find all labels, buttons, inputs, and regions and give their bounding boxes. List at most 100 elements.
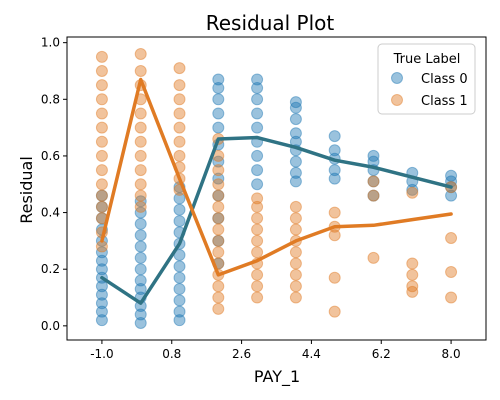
- data-point-0-20: [134, 263, 147, 276]
- data-point-0-2: [95, 297, 108, 310]
- data-point-0-57: [251, 107, 264, 120]
- data-point-0-42: [212, 212, 225, 225]
- data-point-1-48: [212, 178, 225, 191]
- data-point-1-57: [251, 234, 264, 247]
- data-point-0-38: [173, 192, 186, 205]
- x-tick-label-1: 0.8: [162, 347, 181, 361]
- data-point-1-31: [173, 135, 186, 148]
- data-point-0-8: [95, 246, 108, 259]
- data-point-1-39: [212, 280, 225, 293]
- data-point-1-12: [95, 79, 108, 92]
- data-point-0-73: [328, 144, 341, 157]
- data-point-0-25: [134, 206, 147, 219]
- data-point-1-81: [406, 268, 419, 281]
- data-point-0-86: [445, 169, 458, 182]
- data-point-0-37: [173, 203, 186, 216]
- data-point-0-47: [212, 121, 225, 134]
- data-point-1-79: [406, 285, 419, 298]
- data-point-0-36: [173, 215, 186, 228]
- data-point-1-49: [212, 164, 225, 177]
- data-point-0-1: [95, 305, 108, 318]
- data-point-0-69: [289, 96, 302, 109]
- data-point-1-37: [212, 302, 225, 315]
- data-point-1-54: [251, 268, 264, 281]
- data-point-0-27: [173, 314, 186, 327]
- data-point-0-80: [406, 183, 419, 196]
- x-tick-label-4: 6.2: [372, 347, 391, 361]
- data-point-1-0: [95, 240, 108, 253]
- data-point-0-61: [289, 175, 302, 188]
- data-point-1-86: [445, 232, 458, 245]
- data-point-0-29: [173, 294, 186, 307]
- series-points-class-0: [95, 73, 458, 330]
- x-axis-label: PAY_1: [254, 367, 300, 387]
- data-point-0-43: [212, 189, 225, 202]
- data-point-1-10: [95, 107, 108, 120]
- data-point-1-73: [328, 229, 341, 242]
- data-point-1-38: [212, 291, 225, 304]
- data-point-1-7: [95, 149, 108, 162]
- data-point-1-62: [289, 291, 302, 304]
- data-point-1-71: [328, 305, 341, 318]
- data-point-1-59: [251, 212, 264, 225]
- data-point-1-3: [95, 200, 108, 213]
- x-tick-label-0: -1.0: [90, 347, 113, 361]
- data-point-0-76: [367, 175, 380, 188]
- data-point-0-83: [445, 189, 458, 202]
- data-point-0-28: [173, 305, 186, 318]
- data-point-0-31: [173, 271, 186, 284]
- data-point-0-71: [328, 164, 341, 177]
- data-point-1-56: [251, 246, 264, 259]
- data-point-0-63: [289, 155, 302, 168]
- data-point-1-21: [134, 121, 147, 134]
- data-point-1-36: [173, 62, 186, 75]
- legend-box: [377, 43, 476, 115]
- data-point-1-69: [289, 212, 302, 225]
- data-point-1-66: [289, 246, 302, 259]
- data-point-0-66: [289, 127, 302, 140]
- data-point-1-60: [251, 200, 264, 213]
- data-point-0-48: [212, 107, 225, 120]
- data-point-0-19: [134, 274, 147, 287]
- data-point-1-52: [251, 291, 264, 304]
- y-axis-label: Residual: [17, 156, 36, 224]
- data-point-0-0: [95, 314, 108, 327]
- data-point-0-75: [367, 189, 380, 202]
- data-point-1-75: [328, 206, 341, 219]
- data-point-1-20: [134, 135, 147, 148]
- data-point-0-56: [251, 121, 264, 134]
- data-point-1-30: [173, 149, 186, 162]
- data-point-1-8: [95, 135, 108, 148]
- legend-label-class-0: Class 0: [421, 72, 468, 87]
- data-point-1-72: [328, 271, 341, 284]
- data-point-1-4: [95, 189, 108, 202]
- data-point-1-26: [134, 47, 147, 60]
- data-point-1-25: [134, 64, 147, 77]
- trend-line-class-1: [100, 77, 453, 277]
- data-point-0-53: [251, 164, 264, 177]
- data-point-1-44: [212, 223, 225, 236]
- data-point-0-3: [95, 288, 108, 301]
- data-point-1-35: [173, 79, 186, 92]
- data-point-1-18: [134, 164, 147, 177]
- data-point-1-13: [95, 64, 108, 77]
- data-point-1-61: [251, 192, 264, 205]
- data-point-0-7: [95, 254, 108, 267]
- chart-title: Residual Plot: [206, 11, 335, 35]
- legend-label-class-1: Class 1: [421, 94, 468, 109]
- trend-line-class-0: [100, 135, 453, 305]
- y-tick-label-3: 0.6: [41, 149, 60, 163]
- data-point-1-17: [134, 178, 147, 191]
- data-point-0-68: [289, 101, 302, 114]
- data-point-0-49: [212, 93, 225, 106]
- data-point-0-12: [95, 200, 108, 213]
- data-point-0-54: [251, 149, 264, 162]
- data-point-0-15: [134, 308, 147, 321]
- data-point-1-42: [212, 246, 225, 259]
- data-point-1-70: [289, 200, 302, 213]
- data-point-1-6: [95, 164, 108, 177]
- legend-marker-class-0: [391, 72, 403, 84]
- data-point-0-67: [289, 113, 302, 126]
- data-point-1-47: [212, 189, 225, 202]
